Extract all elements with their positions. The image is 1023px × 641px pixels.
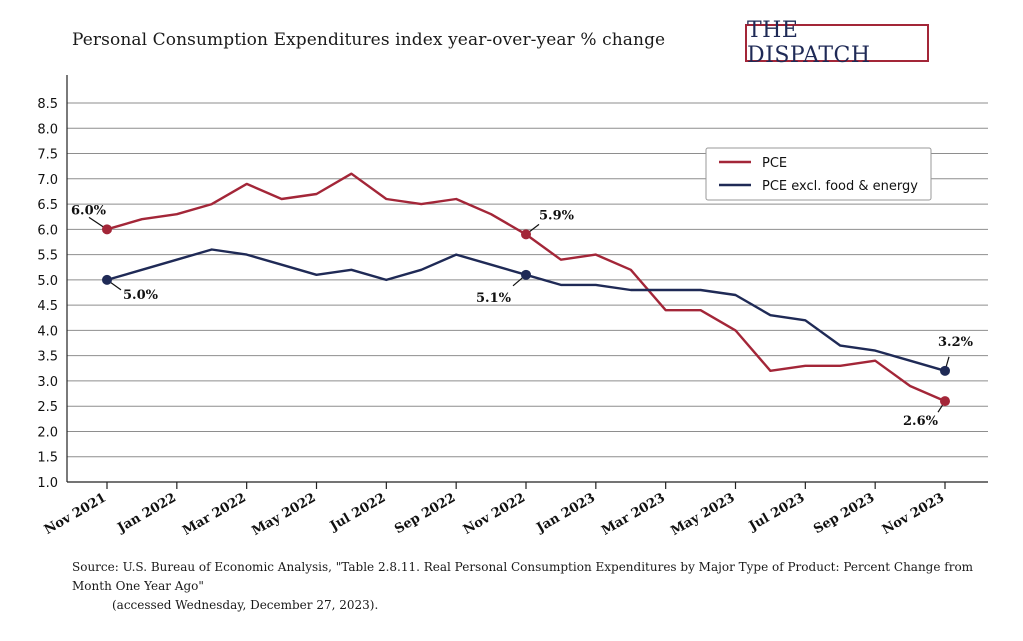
y-tick-label: 6.0: [37, 223, 58, 238]
core-pce-point: [521, 269, 531, 280]
x-tick-label: Sep 2023: [811, 490, 877, 537]
x-tick-label: May 2023: [668, 490, 737, 539]
pce-point: [940, 396, 950, 407]
y-tick-label: 6.5: [37, 198, 58, 213]
x-tick-label: Jan 2022: [114, 490, 178, 536]
annotated-points: [88, 216, 950, 413]
legend-label-pce: PCE: [762, 156, 787, 171]
pce-point: [102, 224, 112, 235]
legend: PCE PCE excl. food & energy: [705, 147, 932, 201]
x-tick-label: Jul 2022: [327, 490, 388, 534]
y-tick-label: 7.0: [37, 173, 58, 188]
y-tick-label: 5.5: [37, 249, 58, 264]
data-labels: 6.0% 5.0% 5.9% 5.1% 3.2% 2.6%: [71, 203, 974, 429]
x-axis-ticks: Nov 2021 Jan 2022 Mar 2022 May 2022 Jul 2022…: [42, 482, 947, 539]
y-tick-label: 7.5: [37, 148, 58, 163]
data-label: 5.1%: [476, 291, 512, 306]
y-tick-label: 8.5: [37, 97, 58, 112]
y-axis-ticks: 8.5 8.0 7.5 7.0 6.5 6.0 5.5 5.0 4.5 4.0 3.5 3.0 2.5 2…: [37, 97, 58, 491]
y-tick-label: 2.5: [37, 400, 58, 415]
core-pce-point: [102, 274, 112, 285]
series-lines: [106, 172, 946, 403]
y-tick-label: 1.5: [37, 451, 58, 466]
y-tick-label: 1.0: [37, 476, 58, 491]
y-tick-label: 8.0: [37, 122, 58, 137]
pce-point: [521, 229, 531, 240]
source-line-2: (accessed Wednesday, December 27, 2023).: [112, 598, 379, 612]
data-label: 3.2%: [938, 335, 974, 350]
x-tick-label: Nov 2023: [880, 490, 947, 537]
legend-box: [705, 147, 932, 201]
data-label: 6.0%: [71, 203, 107, 218]
x-tick-label: Nov 2021: [42, 490, 109, 537]
legend-label-core-pce: PCE excl. food & energy: [762, 179, 918, 194]
y-tick-label: 3.5: [37, 350, 58, 365]
y-tick-label: 5.0: [37, 274, 58, 289]
x-tick-label: Mar 2023: [599, 490, 667, 538]
x-tick-label: Jul 2023: [746, 490, 807, 534]
chart-title: Personal Consumption Expenditures index …: [72, 30, 666, 50]
x-tick-label: Nov 2022: [461, 490, 528, 537]
x-tick-label: Sep 2022: [392, 490, 458, 537]
core-pce-line: [106, 248, 946, 372]
axes: [66, 75, 988, 483]
x-tick-label: Jan 2023: [533, 490, 597, 536]
x-tick-label: Mar 2022: [180, 490, 248, 538]
data-label: 5.9%: [539, 208, 575, 223]
data-label: 5.0%: [123, 288, 159, 303]
x-tick-label: May 2022: [249, 490, 318, 539]
source-line-1: Source: U.S. Bureau of Economic Analysis…: [72, 560, 974, 593]
core-pce-point: [940, 365, 950, 376]
pce-line: [106, 172, 946, 403]
data-label: 2.6%: [903, 414, 939, 429]
source-note: Source: U.S. Bureau of Economic Analysis…: [72, 558, 1002, 615]
y-tick-label: 4.0: [37, 324, 58, 339]
y-tick-label: 2.0: [37, 425, 58, 440]
y-tick-label: 4.5: [37, 299, 58, 314]
y-tick-label: 3.0: [37, 375, 58, 390]
